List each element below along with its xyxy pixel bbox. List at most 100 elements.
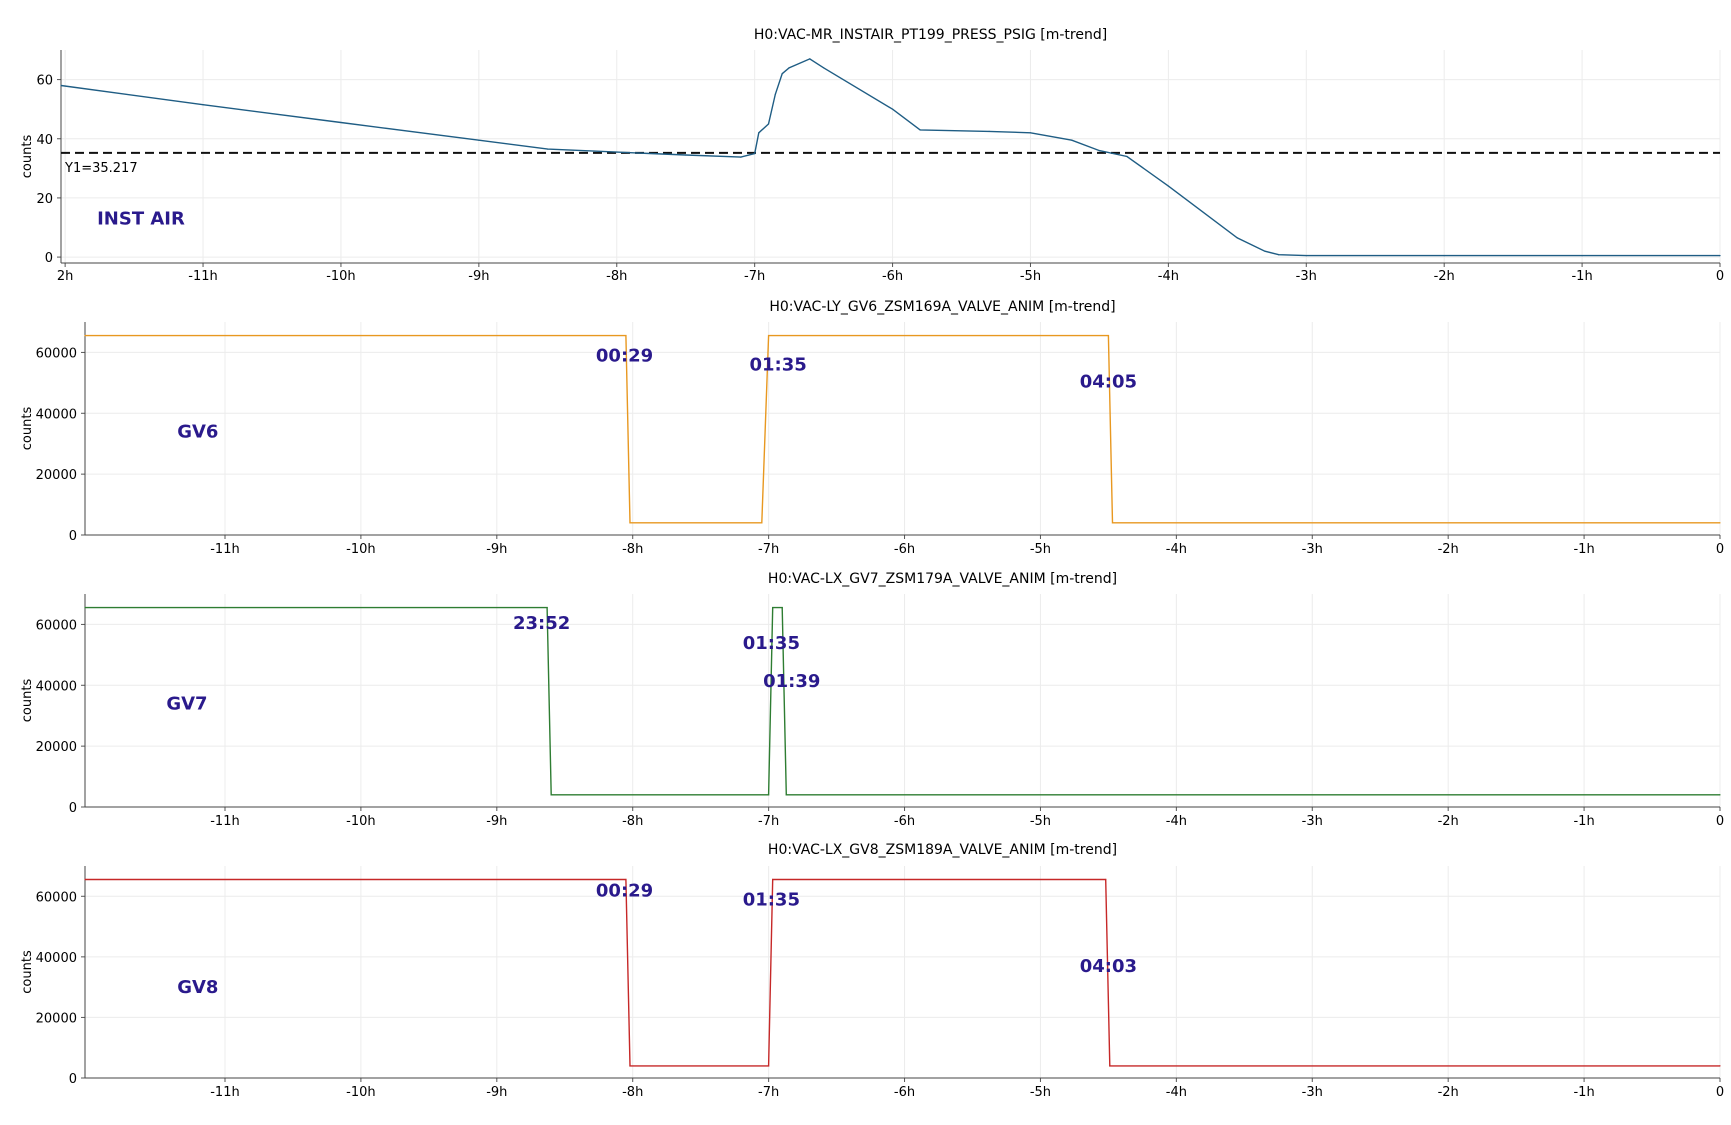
x-tick-label: -4h [1158,269,1179,284]
x-tick-label: -5h [1030,814,1051,829]
x-tick-label: -1h [1573,542,1594,557]
data-point [1719,522,1721,524]
data-point [685,154,687,156]
y-tick-label: 60000 [36,346,77,361]
y-axis-label: counts [20,135,35,179]
y-tick-label: 0 [69,801,77,816]
data-point [340,121,342,124]
x-tick-label: -1h [1573,814,1594,829]
chart-title: H0:VAC-LX_GV8_ZSM189A_VALVE_ANIM [m-tren… [768,842,1117,858]
data-point [1264,250,1266,252]
x-tick-label: -2h [1438,814,1459,829]
series-line [60,58,1720,257]
data-point [625,878,627,881]
data-point [1443,255,1445,257]
data-point [788,67,790,69]
data-point [774,93,776,95]
x-tick-label: -6h [894,542,915,557]
x-tick-label: -2h [1438,542,1459,557]
y-tick-label: 0 [69,529,77,544]
x-tick-label: -7h [758,1085,779,1100]
y-axis-label: counts [20,679,35,723]
x-tick-label: -9h [468,269,489,284]
annotation-label: 04:03 [1080,956,1137,977]
x-tick-label: -8h [622,542,643,557]
y-tick-label: 60000 [36,618,77,633]
x-tick-label: 0 [1716,1085,1724,1100]
y-tick-label: 20000 [36,740,77,755]
data-point [761,522,763,524]
x-tick-label: -4h [1166,542,1187,557]
data-point [629,1065,631,1067]
x-tick-label: -9h [486,1085,507,1100]
data-point [546,606,548,609]
y-tick-label: 40 [36,133,53,148]
annotation-label: 01:35 [743,633,800,654]
x-tick-label: 2h [57,269,74,284]
data-point [629,522,631,524]
data-point [616,151,618,153]
data-point [1278,254,1280,256]
data-point [767,123,770,125]
chart-title: H0:VAC-LX_GV7_ZSM179A_VALVE_ANIM [m-tren… [768,571,1117,587]
data-point [202,104,204,106]
y-tick-label: 0 [45,251,53,266]
data-point [478,139,480,141]
data-point [781,73,783,75]
x-tick-label: -7h [744,269,765,284]
data-point [1167,185,1169,187]
annotation-label: 01:39 [763,671,820,692]
x-tick-label: -1h [1571,269,1592,284]
annotation-label: 01:35 [743,889,800,910]
chart-panel-3: H0:VAC-LX_GV7_ZSM179A_VALVE_ANIM [m-tren… [20,571,1724,829]
x-tick-label: -1h [1573,1085,1594,1100]
data-point [550,794,552,796]
x-tick-label: -10h [346,542,375,557]
data-point [740,156,742,158]
chart-panel-1: H0:VAC-MR_INSTAIR_PT199_PRESS_PSIG [m-tr… [20,27,1724,284]
annotation-label: 23:52 [513,613,570,634]
chart-panel-4: H0:VAC-LX_GV8_ZSM189A_VALVE_ANIM [m-tren… [20,842,1724,1100]
x-tick-label: -9h [486,542,507,557]
data-point [1098,149,1101,152]
series-line [85,334,1720,524]
x-tick-label: -5h [1030,542,1051,557]
chart-title: H0:VAC-MR_INSTAIR_PT199_PRESS_PSIG [m-tr… [754,27,1107,43]
data-point [1111,522,1114,524]
y-tick-label: 20000 [36,468,77,483]
data-point [1107,334,1110,337]
data-point [84,606,86,609]
x-tick-label: -9h [486,814,507,829]
x-tick-label: 0 [1716,542,1724,557]
annotation-label: GV7 [166,694,207,715]
x-tick-label: -6h [894,814,915,829]
data-point [781,606,783,609]
data-point [785,794,787,796]
data-point [1105,878,1107,881]
data-point [1719,1065,1721,1067]
y-tick-label: 40000 [36,951,77,966]
x-tick-label: -6h [894,1085,915,1100]
annotation-label: GV8 [177,977,218,998]
data-point [772,606,774,609]
y-tick-label: 40000 [36,679,77,694]
data-point [988,130,990,132]
data-point [1236,237,1238,239]
x-tick-label: -8h [606,269,627,284]
y-axis-label: counts [20,950,35,994]
annotation-label: 00:29 [596,880,653,901]
data-point [1581,255,1583,257]
y-axis-label: counts [20,407,35,451]
data-point [891,108,894,110]
data-point [625,334,627,337]
data-point [809,58,811,60]
x-tick-label: -4h [1166,814,1187,829]
x-tick-label: -10h [326,269,355,284]
data-point [768,794,770,796]
x-tick-label: -10h [346,1085,375,1100]
annotation-label: 01:35 [749,355,806,376]
x-tick-label: -4h [1166,1085,1187,1100]
x-tick-label: -7h [758,542,779,557]
x-tick-label: -6h [882,269,903,284]
